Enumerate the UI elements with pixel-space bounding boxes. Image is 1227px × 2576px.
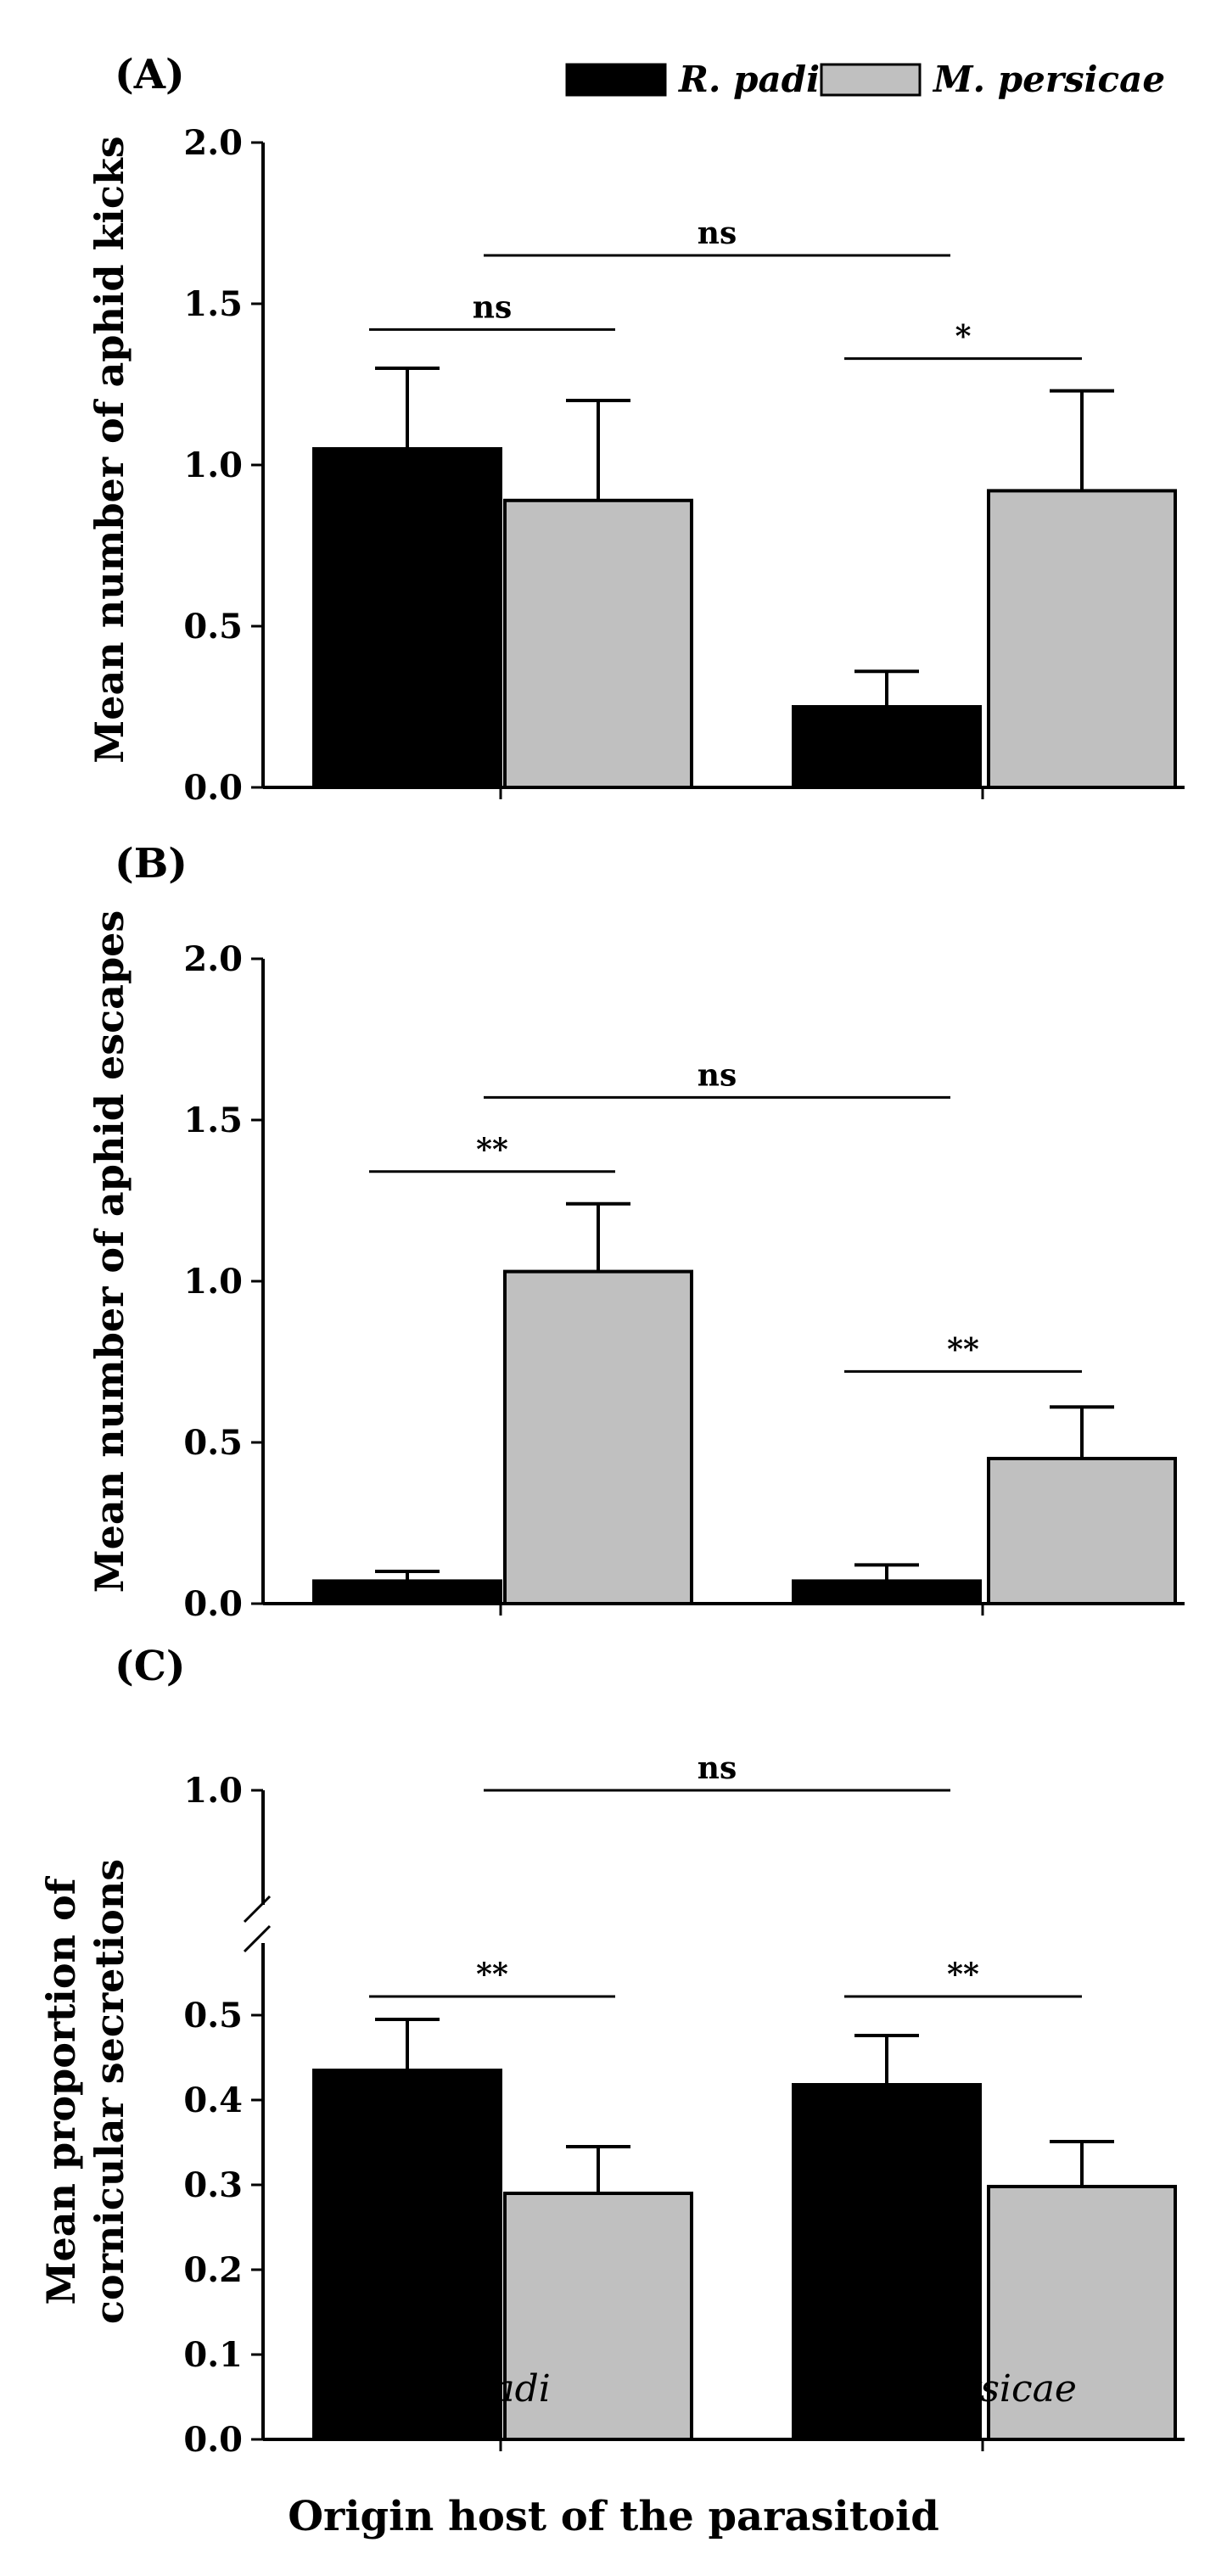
y-tick-label: 1.0 [183, 445, 243, 485]
panel-a: (A) Mean number of aphid kicks 0.0 0.5 1.0… [87, 51, 1185, 808]
panel-label-c: (C) [115, 1643, 186, 1690]
y-axis-label-b: Mean number of aphid escapes [87, 910, 132, 1593]
x-axis-title: Origin host of the parasitoid [288, 2493, 939, 2540]
x-category-label-r-padi: R. padi [416, 2367, 551, 2411]
y-tick-label: 1.0 [183, 1262, 243, 1302]
y-axis-label-c-line-1: Mean proportion of [38, 1875, 84, 2304]
y-axis-label-c-line-2: cornicular secretions [87, 1859, 132, 2324]
significance-label: ** [476, 1132, 508, 1168]
significance-label: ns [698, 1750, 737, 1786]
panel-b: (B) Mean number of aphid escapes 0.0 0.5 1… [87, 840, 1185, 1624]
significance-label: ns [473, 289, 512, 325]
bar-r-padi-origin-m-persicae-aphid [503, 2192, 693, 2441]
legend-label-m-persicae: M. persicae [932, 59, 1165, 100]
significance-label: ns [698, 216, 737, 251]
y-tick-label: 0.3 [183, 2165, 243, 2205]
y-tick-label: 1.0 [183, 1771, 243, 1811]
y-tick-label: 0.5 [183, 1996, 243, 2036]
y-tick-label: 0.4 [183, 2080, 243, 2120]
axis-break-mark [243, 1924, 272, 1953]
y-axis-label-a: Mean number of aphid kicks [87, 136, 132, 763]
legend-label-r-padi: R. padi [678, 59, 820, 100]
bar-r-padi-origin-m-persicae-aphid [503, 1269, 693, 1605]
y-tick-label: 0.1 [183, 2335, 243, 2375]
y-tick-label: 2.0 [183, 123, 243, 163]
bar-m-persicae-origin-r-padi-aphid [792, 2083, 982, 2441]
x-category-label-m-persicae: M. persicae [854, 2367, 1077, 2411]
panel-c: (C) Mean proportion of cornicular secret… [38, 1643, 1185, 2460]
panel-label-a: (A) [115, 51, 185, 98]
legend-swatch-r-padi [565, 63, 667, 97]
bar-m-persicae-origin-r-padi-aphid [792, 705, 982, 789]
y-tick-label: 0.5 [183, 1423, 243, 1463]
legend-swatch-m-persicae [820, 63, 922, 97]
y-tick-label: 1.5 [183, 1100, 243, 1140]
bar-m-persicae-origin-m-persicae-aphid [987, 489, 1177, 790]
y-tick-label: 0.2 [183, 2250, 243, 2290]
y-tick-label: 0.5 [183, 607, 243, 647]
y-tick-label: 0.0 [183, 2420, 243, 2460]
significance-label: ** [947, 1957, 979, 1992]
y-tick-label: 0.0 [183, 768, 243, 808]
y-tick-label: 2.0 [183, 939, 243, 979]
bar-m-persicae-origin-m-persicae-aphid [987, 1457, 1177, 1605]
bar-m-persicae-origin-m-persicae-aphid [987, 2185, 1177, 2441]
legend: R. padi M. persicae [565, 59, 1165, 100]
bar-r-padi-origin-r-padi-aphid [312, 2069, 502, 2441]
significance-label: * [955, 319, 972, 355]
bar-r-padi-origin-r-padi-aphid [312, 447, 502, 789]
axis-break-mark [243, 1895, 272, 1924]
significance-label: ns [698, 1057, 737, 1093]
significance-label: ** [476, 1957, 508, 1992]
bar-r-padi-origin-m-persicae-aphid [503, 498, 693, 789]
panel-label-b: (B) [115, 840, 188, 888]
y-tick-label: 1.5 [183, 284, 243, 324]
bar-m-persicae-origin-r-padi-aphid [792, 1579, 982, 1606]
bar-r-padi-origin-r-padi-aphid [312, 1579, 502, 1606]
significance-label: ** [947, 1331, 979, 1367]
y-tick-label: 0.0 [183, 1584, 243, 1624]
